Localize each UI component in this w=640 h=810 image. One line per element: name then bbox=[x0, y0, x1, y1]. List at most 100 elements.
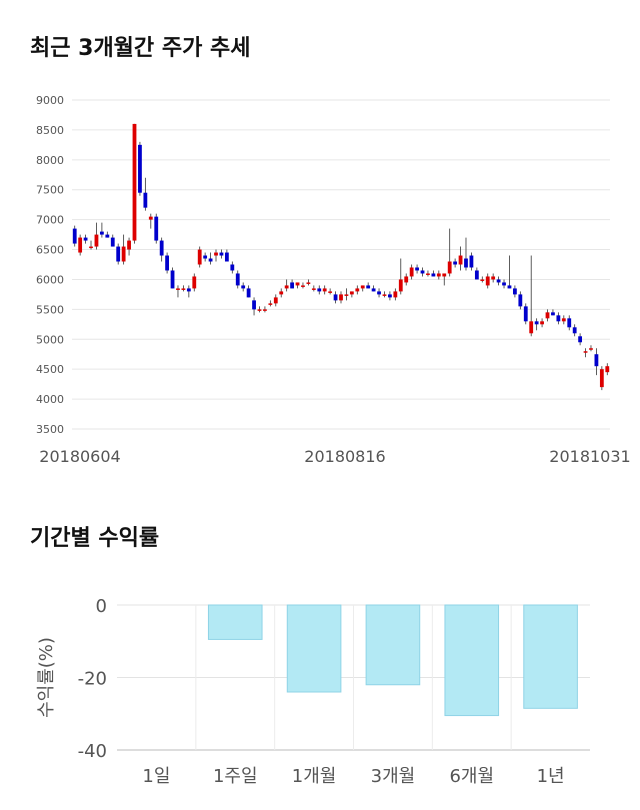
candle-body bbox=[192, 276, 197, 289]
candle-body bbox=[208, 258, 213, 262]
candle-body bbox=[589, 348, 593, 350]
candle-body bbox=[366, 285, 371, 289]
candle-body bbox=[230, 264, 235, 271]
candle-body bbox=[279, 291, 284, 295]
candle-body bbox=[257, 309, 262, 311]
return-bar bbox=[444, 604, 500, 717]
candle-body bbox=[148, 216, 153, 220]
candle-body bbox=[355, 288, 360, 292]
candle-body bbox=[186, 288, 191, 292]
candle-body bbox=[426, 273, 430, 275]
candle-body bbox=[154, 216, 159, 241]
candle-body bbox=[219, 252, 224, 256]
candle-body bbox=[132, 123, 137, 241]
x-tick-label: 20180816 bbox=[304, 447, 385, 466]
candle-body bbox=[474, 270, 479, 280]
candle-body bbox=[241, 285, 246, 289]
candle-body bbox=[583, 351, 588, 353]
candle-body bbox=[409, 267, 414, 277]
candle-body bbox=[415, 267, 419, 271]
candle-body bbox=[491, 276, 496, 280]
candle-body bbox=[464, 258, 468, 268]
returns-title: 기간별 수익률 bbox=[30, 526, 160, 551]
candle-body bbox=[322, 288, 327, 292]
candle-body bbox=[388, 294, 392, 298]
candle-body bbox=[176, 288, 180, 290]
y-tick-label: 7000 bbox=[36, 214, 64, 227]
y-tick-label: 9000 bbox=[36, 94, 64, 107]
y-axis-label: 수익률(%) bbox=[36, 637, 57, 718]
candle-body bbox=[290, 282, 294, 289]
candle-body bbox=[83, 237, 88, 241]
candle-body bbox=[551, 312, 555, 316]
y-tick-label: -20 bbox=[78, 669, 107, 690]
candle-body bbox=[116, 246, 121, 262]
candle-body bbox=[377, 291, 381, 295]
y-tick-label: -40 bbox=[78, 741, 107, 762]
candle-body bbox=[344, 294, 349, 296]
candle-body bbox=[371, 288, 376, 292]
x-tick-label: 6개월 bbox=[449, 766, 494, 787]
candlestick-chart: 9000 8500 8000 7500 7000 6500 6000 5500 5000 4500… bbox=[36, 94, 631, 466]
x-tick-label: 1개월 bbox=[292, 766, 337, 787]
candle-body bbox=[398, 279, 403, 292]
x-tick-label: 3개월 bbox=[371, 766, 416, 787]
candle-body bbox=[502, 282, 506, 286]
candle-body bbox=[540, 321, 544, 325]
candle-body bbox=[197, 249, 202, 265]
x-tick-label: 20181031 bbox=[549, 447, 630, 466]
candle-body bbox=[431, 273, 436, 277]
return-bar bbox=[286, 604, 342, 693]
candle-body bbox=[485, 276, 490, 286]
candle-body bbox=[420, 270, 425, 274]
candle-body bbox=[110, 237, 115, 247]
candle-body bbox=[518, 294, 523, 307]
candle-body bbox=[567, 318, 572, 328]
candle-body bbox=[507, 285, 512, 289]
price-trend-title: 최근 3개월간 주가 추세 bbox=[30, 36, 251, 61]
candle-body bbox=[143, 192, 148, 208]
candle-body bbox=[360, 285, 365, 289]
candle-body bbox=[181, 288, 186, 290]
y-tick-label: 8000 bbox=[36, 154, 64, 167]
candle-body bbox=[78, 237, 83, 253]
y-tick-label: 7500 bbox=[36, 184, 64, 197]
candle-body bbox=[328, 291, 333, 293]
y-tick-label: 6000 bbox=[36, 273, 64, 286]
y-tick-label: 4500 bbox=[36, 363, 64, 376]
candle-body bbox=[99, 231, 104, 235]
candle-body bbox=[578, 336, 583, 343]
return-bar bbox=[365, 604, 421, 686]
candle-body bbox=[453, 261, 458, 265]
candle-body bbox=[393, 291, 398, 298]
candle-body bbox=[235, 273, 240, 286]
x-tick-label: 1일 bbox=[142, 766, 170, 787]
candle-body bbox=[339, 294, 343, 301]
candle-body bbox=[605, 366, 610, 373]
y-tick-label: 8500 bbox=[36, 124, 64, 137]
y-tick-label: 0 bbox=[96, 596, 107, 617]
y-tick-label: 6500 bbox=[36, 244, 64, 257]
candle-body bbox=[512, 288, 517, 295]
y-tick-label: 5500 bbox=[36, 303, 64, 316]
y-tick-label: 4000 bbox=[36, 393, 64, 406]
y-tick-label: 5000 bbox=[36, 333, 64, 346]
candle-body bbox=[127, 240, 131, 250]
candle-body bbox=[333, 294, 338, 301]
candle-body bbox=[301, 285, 305, 287]
x-tick-label: 1년 bbox=[537, 766, 565, 787]
candle-body bbox=[311, 288, 316, 290]
candle-body bbox=[349, 291, 354, 295]
candle-body bbox=[138, 144, 142, 193]
candle-body bbox=[159, 240, 164, 256]
candle-body bbox=[523, 306, 528, 322]
candle-body bbox=[121, 246, 126, 262]
candle-body bbox=[599, 369, 604, 388]
candle-body bbox=[447, 261, 452, 274]
candle-body bbox=[436, 273, 441, 277]
x-tick-label: 1주일 bbox=[213, 766, 258, 787]
candle-body bbox=[382, 294, 387, 296]
candle-body bbox=[263, 309, 267, 311]
candle-body bbox=[273, 297, 278, 304]
